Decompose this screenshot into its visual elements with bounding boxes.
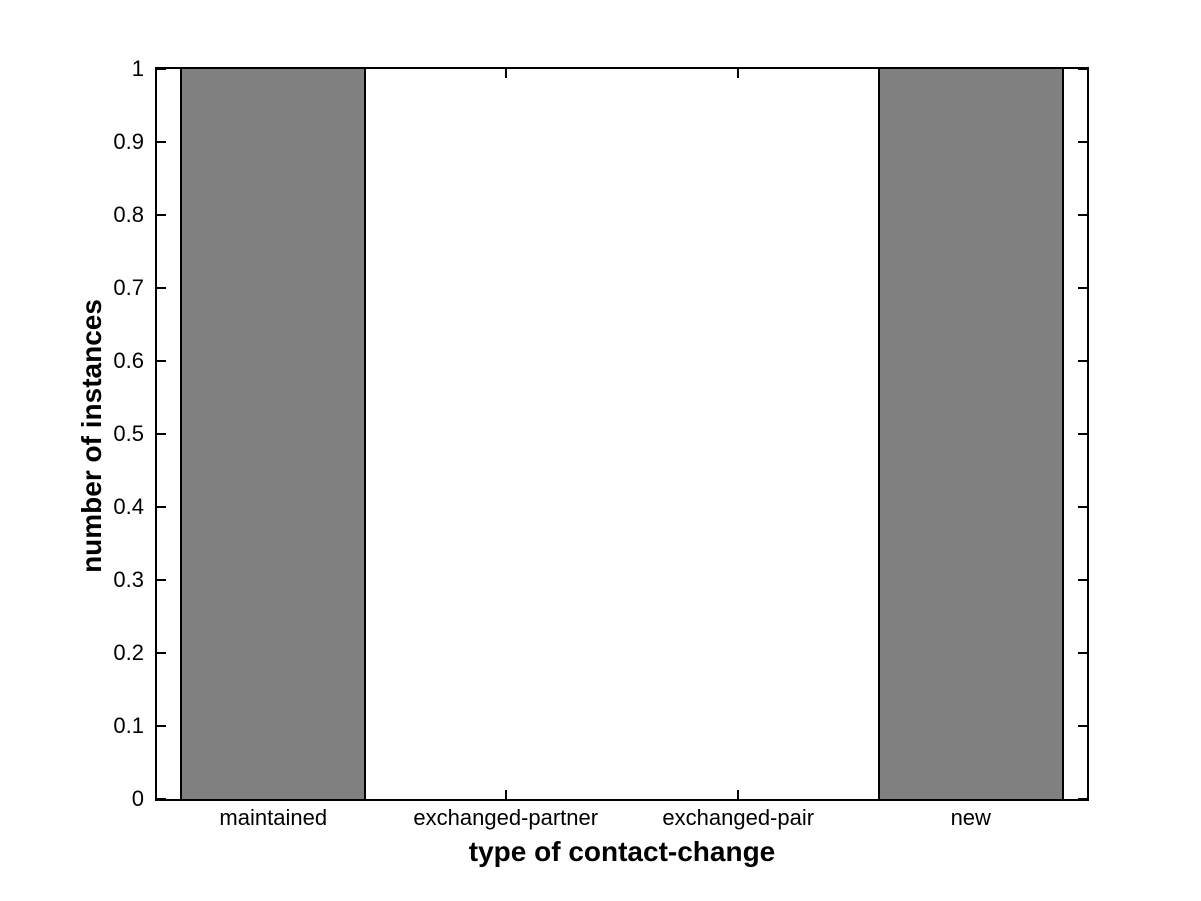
- y-axis-tick-right: [1078, 798, 1087, 800]
- x-tick-label: new: [950, 805, 991, 830]
- x-axis-tick-top: [504, 69, 507, 78]
- y-axis-tick: [157, 360, 166, 362]
- y-axis-tick-right: [1078, 287, 1087, 289]
- x-tick-label: exchanged-partner: [413, 805, 599, 830]
- y-tick-label: 0.5: [113, 421, 144, 446]
- y-axis-tick-right: [1078, 579, 1087, 581]
- y-axis-tick-right: [1078, 433, 1087, 435]
- y-axis-tick: [157, 579, 166, 581]
- y-tick-label: 0.3: [113, 567, 144, 592]
- y-tick-label: 0.1: [113, 713, 144, 738]
- y-tick-label: 0.8: [113, 202, 144, 227]
- bar-new: [877, 67, 1064, 801]
- x-axis-tick-top: [737, 69, 740, 78]
- y-axis-tick-right: [1078, 214, 1087, 216]
- y-axis-tick: [157, 287, 166, 289]
- y-tick-label: 0.4: [113, 494, 144, 519]
- y-axis-tick-right: [1078, 360, 1087, 362]
- plot-area: 0 0.1 0.2 0.3 0.4 0.5 0.6 0.7 0.8 0.9 1 maintained e…: [113, 57, 1089, 830]
- y-tick-label: 0.6: [113, 348, 144, 373]
- y-axis-tick-right: [1078, 68, 1087, 70]
- y-tick-label: 0: [131, 786, 144, 811]
- x-tick-label: maintained: [219, 805, 328, 830]
- y-axis-tick-right: [1078, 725, 1087, 727]
- y-axis-tick: [157, 798, 166, 800]
- y-tick-label: 1: [131, 56, 144, 81]
- bar-maintained: [180, 67, 367, 801]
- y-axis-tick: [157, 725, 166, 727]
- x-axis-label: type of contact-change: [468, 836, 776, 867]
- y-axis-tick: [157, 214, 166, 216]
- y-tick-label: 0.2: [113, 640, 144, 665]
- y-axis-tick: [157, 141, 166, 143]
- x-axis-tick: [504, 790, 507, 799]
- y-axis-tick: [157, 652, 166, 654]
- y-axis-tick-right: [1078, 141, 1087, 143]
- y-tick-label: 0.9: [113, 129, 144, 154]
- y-axis-tick: [157, 506, 166, 508]
- y-axis-tick-right: [1078, 506, 1087, 508]
- x-axis-tick: [737, 790, 740, 799]
- y-tick-label: 0.7: [113, 275, 144, 300]
- y-axis-label: number of instances: [76, 299, 107, 573]
- x-tick-label: exchanged-pair: [662, 805, 815, 830]
- y-axis-tick-right: [1078, 652, 1087, 654]
- y-axis-tick: [157, 68, 166, 70]
- y-axis-tick: [157, 433, 166, 435]
